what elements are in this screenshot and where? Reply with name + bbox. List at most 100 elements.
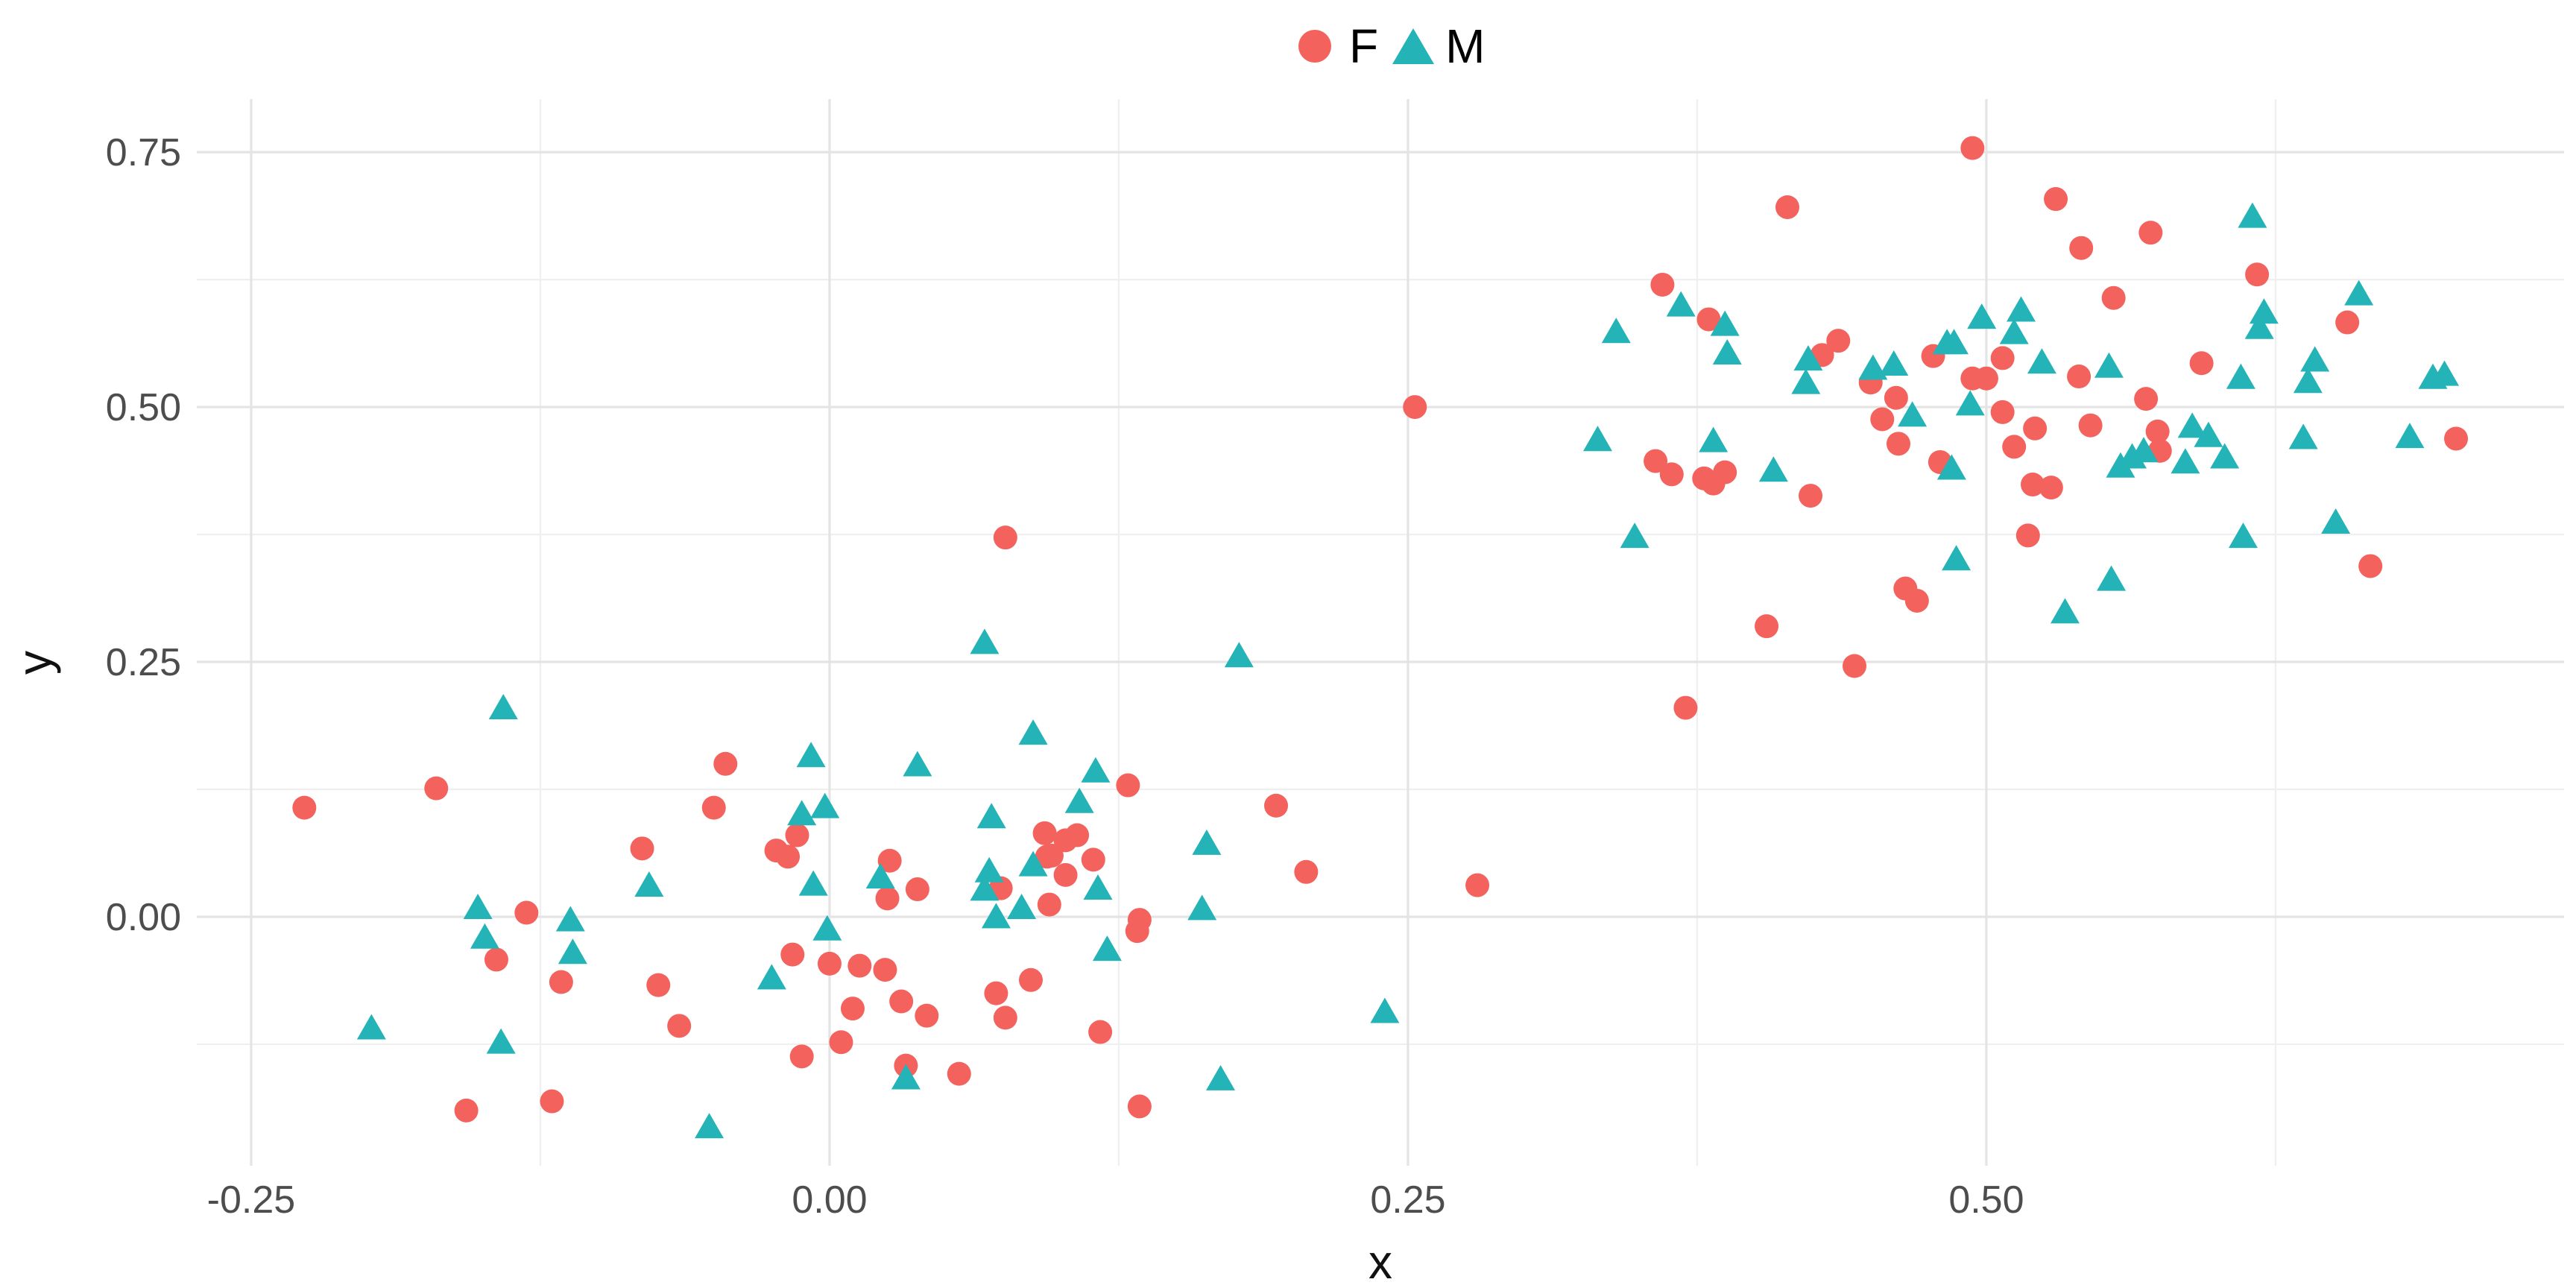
point-M <box>1092 935 1122 962</box>
point-M <box>810 792 840 818</box>
point-M <box>1712 338 1742 364</box>
legend: F M <box>1298 12 1485 80</box>
point-M <box>865 863 895 889</box>
point-M <box>2210 443 2240 469</box>
point-F <box>840 997 865 1021</box>
point-F <box>1032 821 1057 845</box>
point-F <box>1826 329 1851 353</box>
point-F <box>1264 793 1289 818</box>
point-M <box>2050 598 2080 624</box>
point-F <box>2335 310 2360 335</box>
point-F <box>713 751 738 776</box>
point-F <box>1039 843 1064 868</box>
y-tick-label: 0.00 <box>106 896 181 939</box>
point-F <box>1065 823 1090 847</box>
point-M <box>1967 303 1997 329</box>
point-M <box>555 906 585 932</box>
x-axis-title: x <box>1368 1235 1392 1288</box>
point-M <box>796 742 826 768</box>
point-F <box>1713 460 1737 484</box>
x-tick-label: -0.25 <box>207 1178 296 1222</box>
point-F <box>2069 236 2094 260</box>
legend-entry-m[interactable]: M <box>1392 22 1485 70</box>
point-M <box>1710 310 1740 336</box>
point-F <box>1799 484 1823 508</box>
point-M <box>2097 565 2127 591</box>
point-F <box>947 1061 971 1086</box>
point-F <box>2044 187 2068 212</box>
point-M <box>1699 426 1729 452</box>
point-F <box>2138 221 2163 245</box>
point-F <box>1886 432 1910 456</box>
point-M <box>1081 757 1111 783</box>
point-F <box>1755 614 1779 639</box>
point-F <box>877 848 902 873</box>
point-F <box>1990 346 2015 370</box>
point-F <box>1673 695 1698 720</box>
point-M <box>1942 545 1972 571</box>
point-M <box>757 964 786 990</box>
point-F <box>1053 862 1078 887</box>
point-M <box>1224 642 1254 668</box>
point-F <box>2189 351 2214 376</box>
point-F <box>2101 285 2126 310</box>
point-F <box>2067 364 2092 389</box>
point-F <box>873 958 897 982</box>
point-F <box>1990 400 2015 424</box>
point-M <box>1666 291 1696 317</box>
y-tick-label: 0.25 <box>106 641 181 684</box>
legend-entry-f[interactable]: F <box>1298 22 1378 70</box>
point-M <box>2293 367 2323 394</box>
point-F <box>540 1089 564 1114</box>
point-F <box>1403 395 1427 420</box>
point-F <box>1125 919 1149 944</box>
point-F <box>1037 892 1061 917</box>
point-F <box>1904 588 1929 613</box>
point-F <box>2145 419 2170 443</box>
point-M <box>470 923 499 949</box>
point-M <box>463 894 493 920</box>
point-F <box>1960 136 1985 160</box>
point-M <box>2171 448 2200 474</box>
point-F <box>1884 385 1908 410</box>
y-tick-label: 0.75 <box>106 131 181 174</box>
point-F <box>424 776 449 801</box>
point-M <box>2300 346 2330 372</box>
point-M <box>2395 423 2425 449</box>
point-M <box>2006 296 2036 322</box>
point-M <box>1018 719 1048 745</box>
point-M <box>903 751 932 777</box>
point-F <box>630 836 654 861</box>
point-M <box>1187 894 1217 921</box>
point-F <box>2078 413 2103 438</box>
point-F <box>2245 262 2270 287</box>
point-M <box>2226 363 2255 389</box>
point-F <box>1650 272 1675 297</box>
x-tick-label: 0.00 <box>792 1178 867 1222</box>
point-M <box>1206 1064 1236 1090</box>
point-M <box>970 628 1000 654</box>
point-F <box>2039 476 2063 500</box>
point-M <box>2027 348 2056 374</box>
point-M <box>1999 318 2029 344</box>
point-M <box>1601 318 1631 344</box>
point-M <box>1018 850 1048 877</box>
point-F <box>905 877 929 902</box>
point-F <box>667 1014 692 1038</box>
circle-marker-icon <box>1298 30 1331 63</box>
x-tick-label: 0.25 <box>1370 1178 1445 1222</box>
point-M <box>1898 401 1928 427</box>
legend-label-f: F <box>1349 19 1379 73</box>
point-M <box>970 875 1000 901</box>
point-F <box>780 942 805 967</box>
point-F <box>2444 426 2469 451</box>
point-F <box>776 845 801 869</box>
point-F <box>549 970 573 994</box>
point-M <box>695 1113 724 1139</box>
point-F <box>1294 859 1319 884</box>
point-M <box>798 870 828 896</box>
point-F <box>889 989 914 1014</box>
point-M <box>2321 508 2351 534</box>
point-M <box>2238 202 2267 228</box>
point-M <box>812 915 842 941</box>
